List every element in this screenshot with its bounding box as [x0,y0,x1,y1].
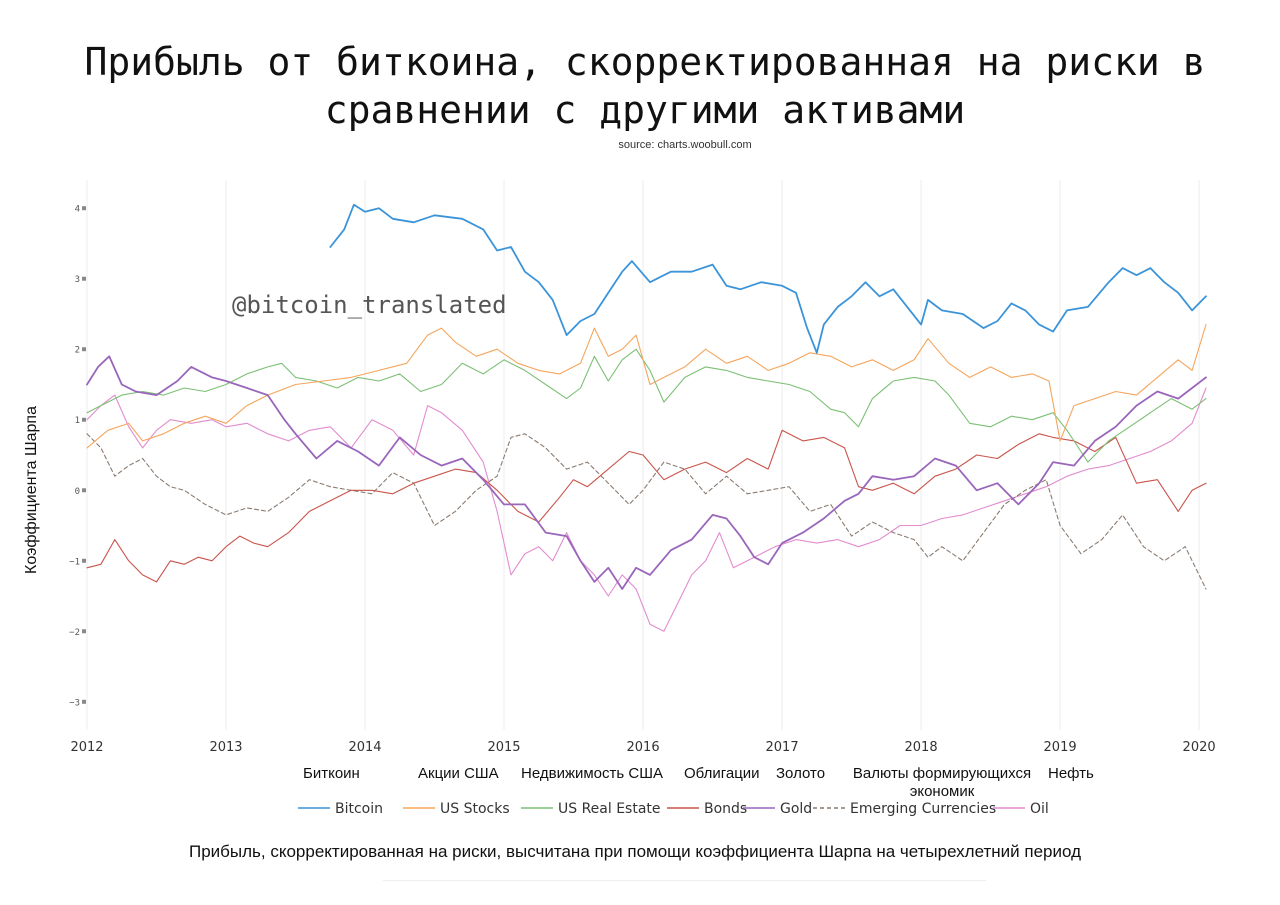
ru-label-bonds: Облигации [684,765,760,782]
x-tick-label: 2016 [627,740,660,755]
y-tick-marker [82,558,86,563]
series-line-emerging-currencies [86,433,1207,590]
legend-label: US Real Estate [558,801,661,817]
footnote: Прибыль, скорректированная на риски, выс… [189,842,1081,861]
legend-label: Emerging Currencies [850,801,996,817]
chart-title: Прибыль от биткоина, скорректированная н… [84,40,1206,132]
y-tick-label: 4 [75,205,80,215]
series-line-us-real-estate [86,348,1207,463]
series-line-gold [86,355,1207,590]
series-line-bonds [86,429,1207,583]
x-tick-layer: 2012 2013 2014 2015 2016 2017 2018 2019 2020 [70,740,1215,755]
x-tick-label: 2017 [766,740,799,755]
ru-label-oil: Нефть [1048,765,1094,782]
ru-label-gold: Золото [776,765,826,782]
x-tick-label: 2014 [348,740,381,755]
y-tick-marker [82,206,86,211]
y-tick-label: −1 [69,557,80,567]
legend: Bitcoin US Stocks US Real Estate Bonds Gold E… [298,801,1049,817]
y-tick-label: −3 [69,698,80,708]
y-tick-layer: 4 3 2 1 0 −1 −2 −3 [69,205,86,708]
x-tick-label: 2019 [1044,740,1077,755]
watermark: @bitcoin_translated [232,291,507,319]
y-tick-marker [82,417,86,422]
source-caption: source: charts.woobull.com [618,139,752,151]
series-layer [86,203,1207,632]
legend-label: US Stocks [440,801,510,817]
y-tick-label: 1 [75,416,80,426]
grid-layer [86,180,1200,730]
legend-label: Bitcoin [335,801,383,817]
series-line-oil [86,387,1207,632]
y-tick-marker [82,629,86,634]
y-tick-label: 3 [75,275,80,285]
x-tick-label: 2013 [209,740,242,755]
series-line-bitcoin [329,203,1207,354]
y-tick-label: −2 [69,628,80,638]
y-tick-marker [82,347,86,352]
ru-label-emerging-currencies: Валюты формирующихся экономик [852,765,1032,800]
series-line-us-stocks [86,324,1207,449]
y-tick-marker [82,699,86,704]
x-tick-label: 2018 [905,740,938,755]
x-tick-label: 2015 [487,740,520,755]
legend-label: Gold [780,801,812,817]
x-tick-label: 2012 [70,740,103,755]
y-tick-marker [82,276,86,281]
legend-label: Bonds [704,801,747,817]
divider [383,880,986,881]
ru-label-us-stocks: Акции США [418,765,499,782]
x-tick-label: 2020 [1183,740,1216,755]
legend-label: Oil [1030,801,1049,817]
y-tick-label: 0 [75,487,80,497]
ru-label-bitcoin: Биткоин [303,765,360,782]
y-tick-marker [82,488,86,493]
ru-label-us-real-estate: Недвижимость США [521,765,663,782]
y-tick-label: 2 [75,346,80,356]
